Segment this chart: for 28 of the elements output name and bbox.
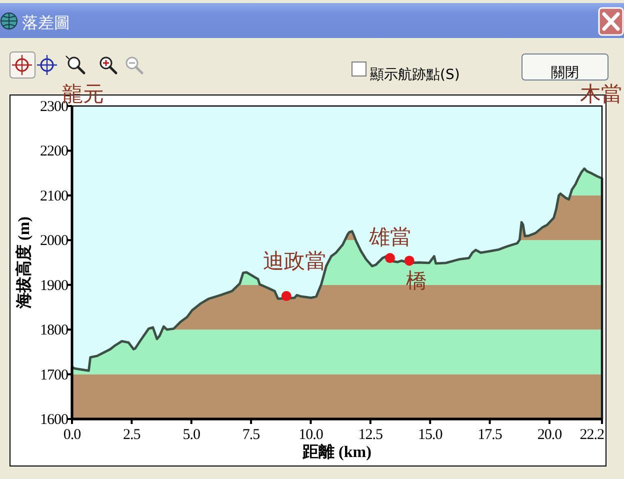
point xyxy=(281,291,292,302)
y-tick-label: 2000 xyxy=(40,233,68,250)
annotation: 雄當 xyxy=(368,225,411,250)
y-axis-title: 海拔高度 (m) xyxy=(14,216,33,310)
y-tick-label: 2200 xyxy=(40,144,68,160)
x-tick-label: 15.0 xyxy=(418,427,442,443)
x-tick-label: 22.2 xyxy=(580,427,604,443)
annotation: 橋 xyxy=(406,268,427,293)
x-tick-label: 7.5 xyxy=(242,427,260,443)
text: 關閉 xyxy=(551,65,579,81)
chart-title: 落差圖 xyxy=(22,13,70,32)
x-tick-label: 5.0 xyxy=(182,427,200,443)
x-tick-label: 10.0 xyxy=(298,427,323,443)
y-tick-label: 1900 xyxy=(40,278,68,294)
y-tick-label: 1700 xyxy=(40,367,68,384)
x-tick-label: 0.0 xyxy=(63,427,81,443)
text: 顯示航跡點(S) xyxy=(370,67,460,83)
x-tick-label: 20.0 xyxy=(537,427,562,443)
y-tick-label: 2100 xyxy=(40,188,68,204)
annotation: 迪政當 xyxy=(262,249,326,274)
y-tick-label: 1600 xyxy=(40,412,68,428)
x-tick-label: 2.5 xyxy=(123,427,140,443)
y-tick-label: 1800 xyxy=(40,322,68,339)
x-tick-label: 12.5 xyxy=(358,427,383,443)
x-tick-label: 17.5 xyxy=(478,427,502,443)
x-axis-title: 距離 (km) xyxy=(302,443,372,461)
point xyxy=(385,253,395,264)
point xyxy=(404,256,414,266)
